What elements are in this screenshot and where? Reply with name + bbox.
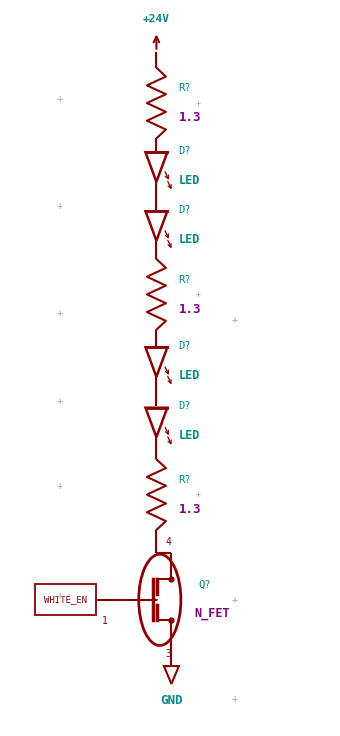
Text: +: + (56, 94, 63, 105)
Text: 1: 1 (102, 616, 108, 626)
Text: R?: R? (178, 475, 191, 485)
Text: +: + (232, 595, 238, 605)
Text: R?: R? (178, 83, 191, 93)
Text: +: + (232, 694, 238, 704)
Text: N_FET: N_FET (194, 606, 230, 620)
Text: 3: 3 (165, 649, 171, 659)
Text: 1.3: 1.3 (178, 111, 201, 124)
Text: LED: LED (178, 429, 200, 442)
Text: +: + (56, 396, 63, 406)
Text: R?: R? (178, 275, 191, 285)
Text: D?: D? (178, 401, 191, 411)
Text: GND: GND (160, 693, 183, 707)
Text: D?: D? (178, 341, 191, 351)
Text: 4: 4 (165, 537, 171, 547)
Text: 1.3: 1.3 (178, 503, 201, 516)
Text: LED: LED (178, 174, 200, 187)
Text: LED: LED (178, 233, 200, 246)
Text: 1.3: 1.3 (178, 302, 201, 316)
FancyBboxPatch shape (35, 584, 96, 615)
Text: D?: D? (178, 146, 191, 156)
Text: +: + (56, 481, 63, 491)
Text: +: + (56, 591, 63, 601)
Text: WHITE_EN: WHITE_EN (44, 595, 87, 604)
Text: +: + (195, 490, 201, 499)
Text: Q?: Q? (198, 580, 210, 590)
Text: +24V: +24V (143, 14, 170, 24)
Text: +: + (195, 99, 201, 107)
Text: D?: D? (178, 205, 191, 215)
Text: +: + (56, 201, 63, 211)
Text: LED: LED (178, 369, 200, 382)
Text: +: + (56, 308, 63, 318)
Text: +: + (195, 290, 201, 299)
Text: +: + (232, 315, 238, 325)
